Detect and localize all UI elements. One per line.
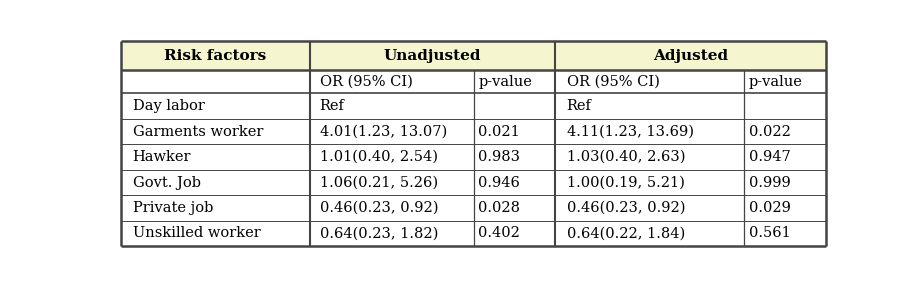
Bar <box>474 144 555 170</box>
Bar <box>474 93 555 119</box>
Text: Risk factors: Risk factors <box>164 49 267 62</box>
Bar <box>121 195 310 221</box>
Bar <box>555 93 744 119</box>
Text: 0.947: 0.947 <box>749 150 791 164</box>
Text: 0.021: 0.021 <box>479 125 520 139</box>
Bar <box>310 144 473 170</box>
Bar <box>310 93 473 119</box>
Text: Govt. Job: Govt. Job <box>132 176 201 189</box>
Text: 0.028: 0.028 <box>479 201 520 215</box>
Text: 0.46(0.23, 0.92): 0.46(0.23, 0.92) <box>320 201 438 215</box>
Bar <box>474 170 555 195</box>
Bar <box>744 119 826 144</box>
Text: 0.029: 0.029 <box>749 201 791 215</box>
Bar <box>555 195 744 221</box>
Bar <box>744 195 826 221</box>
Bar <box>744 93 826 119</box>
Bar <box>555 41 826 70</box>
Text: Ref: Ref <box>320 99 345 113</box>
Text: 1.01(0.40, 2.54): 1.01(0.40, 2.54) <box>320 150 438 164</box>
Bar <box>121 93 310 119</box>
Bar <box>121 170 310 195</box>
Text: Hawker: Hawker <box>132 150 191 164</box>
Text: Day labor: Day labor <box>132 99 204 113</box>
Text: OR (95% CI): OR (95% CI) <box>566 75 660 89</box>
Bar <box>121 41 310 70</box>
Bar <box>121 70 310 93</box>
Bar <box>744 70 826 93</box>
Bar <box>310 170 473 195</box>
Text: 0.946: 0.946 <box>479 176 520 189</box>
Text: 0.46(0.23, 0.92): 0.46(0.23, 0.92) <box>566 201 686 215</box>
Bar <box>744 144 826 170</box>
Bar <box>555 221 744 246</box>
Bar <box>310 221 473 246</box>
Bar <box>474 119 555 144</box>
Bar <box>474 195 555 221</box>
Text: 4.01(1.23, 13.07): 4.01(1.23, 13.07) <box>320 125 447 139</box>
Text: 4.11(1.23, 13.69): 4.11(1.23, 13.69) <box>566 125 694 139</box>
Bar <box>121 221 310 246</box>
Bar <box>310 119 473 144</box>
Text: Ref: Ref <box>566 99 591 113</box>
Bar <box>310 195 473 221</box>
Text: 0.64(0.22, 1.84): 0.64(0.22, 1.84) <box>566 226 685 241</box>
Text: OR (95% CI): OR (95% CI) <box>320 75 412 89</box>
Text: Garments worker: Garments worker <box>132 125 263 139</box>
Bar <box>744 170 826 195</box>
Text: Adjusted: Adjusted <box>653 49 728 62</box>
Text: 1.00(0.19, 5.21): 1.00(0.19, 5.21) <box>566 176 685 189</box>
Text: p-value: p-value <box>479 75 532 89</box>
Bar <box>744 221 826 246</box>
Text: Unskilled worker: Unskilled worker <box>132 226 261 241</box>
Bar <box>474 221 555 246</box>
Bar <box>121 144 310 170</box>
Bar <box>474 70 555 93</box>
Text: Unadjusted: Unadjusted <box>383 49 481 62</box>
Bar <box>555 70 744 93</box>
Text: 1.06(0.21, 5.26): 1.06(0.21, 5.26) <box>320 176 438 189</box>
Text: 0.402: 0.402 <box>479 226 520 241</box>
Bar <box>310 41 555 70</box>
Text: 0.561: 0.561 <box>749 226 791 241</box>
Bar <box>555 144 744 170</box>
Text: 0.999: 0.999 <box>749 176 791 189</box>
Text: Private job: Private job <box>132 201 213 215</box>
Text: 0.983: 0.983 <box>479 150 520 164</box>
Text: 0.64(0.23, 1.82): 0.64(0.23, 1.82) <box>320 226 438 241</box>
Text: 1.03(0.40, 2.63): 1.03(0.40, 2.63) <box>566 150 686 164</box>
Text: p-value: p-value <box>749 75 803 89</box>
Text: 0.022: 0.022 <box>749 125 791 139</box>
Bar <box>121 119 310 144</box>
Bar <box>555 170 744 195</box>
Bar <box>555 119 744 144</box>
Bar <box>310 70 473 93</box>
